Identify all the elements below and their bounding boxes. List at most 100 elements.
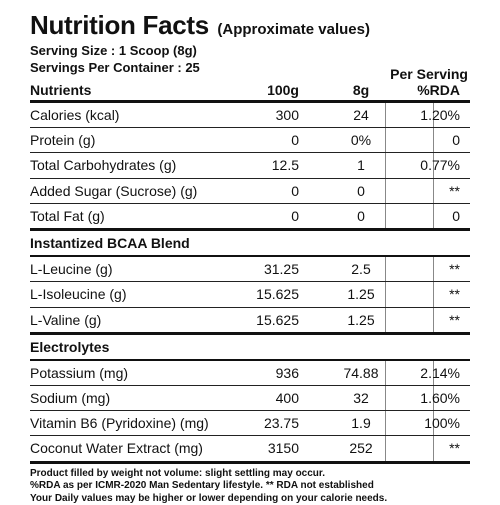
nutrient-name: Total Carbohydrates (g) xyxy=(30,157,177,174)
footnote-line: Your Daily values may be higher or lower… xyxy=(30,492,388,504)
footnote-line: %RDA as per ICMR-2020 Man Sedentary life… xyxy=(30,480,374,492)
column-divider xyxy=(433,103,434,128)
value-100g: 12.5 xyxy=(271,157,299,174)
table-row: Added Sugar (Sucrose) (g) 0 0 ** xyxy=(30,178,470,204)
footnote-line: Product filled by weight not volume: sli… xyxy=(30,467,326,479)
column-divider xyxy=(433,178,434,203)
value-8g: 32 xyxy=(353,390,369,407)
value-8g: 24 xyxy=(353,107,369,123)
value-100g: 0 xyxy=(291,132,299,149)
column-divider xyxy=(433,128,434,153)
value-100g: 3150 xyxy=(267,440,299,457)
column-header-per-serving: Per Serving xyxy=(390,66,468,82)
bcaa-rows: Instantized BCAA Blend L-Leucine (g) 31.25… xyxy=(30,231,470,335)
value-100g: 0 xyxy=(291,207,299,224)
value-rda: ** xyxy=(449,182,460,199)
electrolyte-rows: Electrolytes Potassium (mg) 936 74.88 2.14% S… xyxy=(30,335,470,464)
value-8g: 74.88 xyxy=(343,364,379,381)
nutrient-name: Added Sugar (Sucrose) (g) xyxy=(30,182,198,199)
column-divider xyxy=(385,307,386,332)
column-header-rda: %RDA xyxy=(417,82,460,98)
section-heading-row: Instantized BCAA Blend xyxy=(30,231,470,258)
column-divider xyxy=(385,282,386,307)
table-row: L-Leucine (g) 31.25 2.5 ** xyxy=(30,257,470,283)
value-8g: 252 xyxy=(349,440,373,457)
value-100g: 0 xyxy=(291,182,299,199)
table-row: Potassium (mg) 936 74.88 2.14% xyxy=(30,360,470,387)
nutrient-name: L-Leucine (g) xyxy=(30,261,113,278)
value-8g: 1.25 xyxy=(347,311,375,328)
nutrient-name: L-Valine (g) xyxy=(30,311,102,328)
section-heading: Instantized BCAA Blend xyxy=(30,234,190,251)
value-8g: 0% xyxy=(350,132,372,149)
value-rda: 2.14% xyxy=(420,364,460,381)
value-rda: 0 xyxy=(452,132,460,149)
column-header-nutrients: Nutrients xyxy=(30,82,92,98)
value-100g: 15.625 xyxy=(256,286,299,303)
nutrient-name: Total Fat (g) xyxy=(30,207,105,224)
column-divider xyxy=(433,203,434,228)
section-heading-row: Electrolytes xyxy=(30,335,470,361)
nutrient-name: Protein (g) xyxy=(30,132,96,149)
table-row: L-Valine (g) 15.625 1.25 ** xyxy=(30,307,470,335)
value-rda: ** xyxy=(449,440,460,457)
column-divider xyxy=(433,436,434,461)
table-row: Vitamin B6 (Pyridoxine) (mg) 23.75 1.9 100% xyxy=(30,411,470,437)
value-100g: 300 xyxy=(275,107,299,123)
nutrient-name: Coconut Water Extract (mg) xyxy=(30,440,203,457)
column-divider xyxy=(385,386,386,411)
value-rda: 1.60% xyxy=(420,390,460,407)
column-divider xyxy=(385,153,386,178)
value-rda: 0.77% xyxy=(420,157,460,174)
column-divider xyxy=(433,257,434,282)
value-100g: 15.625 xyxy=(256,311,299,328)
column-divider xyxy=(385,203,386,228)
servings-per-container: Servings Per Container : 25 xyxy=(30,60,200,75)
value-8g: 0 xyxy=(357,182,365,199)
column-divider xyxy=(385,436,386,461)
table-row: L-Isoleucine (g) 15.625 1.25 ** xyxy=(30,282,470,308)
value-rda: 0 xyxy=(452,207,460,224)
serving-size: Serving Size : 1 Scoop (8g) xyxy=(30,43,197,58)
value-rda: 1.20% xyxy=(420,107,460,123)
table-row: Total Fat (g) 0 0 0 xyxy=(30,203,470,231)
column-header-100g: 100g xyxy=(267,82,299,98)
column-divider xyxy=(433,411,434,436)
column-divider xyxy=(433,360,434,386)
column-divider xyxy=(385,257,386,282)
value-8g: 1.9 xyxy=(351,415,371,432)
label-title: Nutrition Facts xyxy=(30,10,209,40)
column-divider xyxy=(433,153,434,178)
table-row: Calories (kcal) 300 24 1.20% xyxy=(30,103,470,129)
nutrient-name: Vitamin B6 (Pyridoxine) (mg) xyxy=(30,415,209,432)
column-divider xyxy=(385,178,386,203)
value-8g: 1 xyxy=(357,157,365,174)
nutrient-rows: Calories (kcal) 300 24 1.20% Protein (g) 0 0% 0… xyxy=(30,103,470,231)
column-divider xyxy=(433,282,434,307)
section-heading: Electrolytes xyxy=(30,338,110,355)
column-divider xyxy=(433,386,434,411)
table-row: Coconut Water Extract (mg) 3150 252 ** xyxy=(30,436,470,464)
value-100g: 23.75 xyxy=(263,415,299,432)
column-header-8g: 8g xyxy=(352,82,370,98)
title-line: Nutrition Facts (Approximate values) xyxy=(30,10,470,42)
table-row: Protein (g) 0 0% 0 xyxy=(30,128,470,154)
value-8g: 2.5 xyxy=(351,261,371,278)
column-header-row: Nutrients 100g 8g Per Serving %RDA xyxy=(30,66,470,103)
label-subtitle: (Approximate values) xyxy=(217,21,370,38)
nutrient-name: Potassium (mg) xyxy=(30,364,129,381)
nutrient-name: Sodium (mg) xyxy=(30,390,111,407)
value-rda: ** xyxy=(449,286,460,303)
nutrition-facts-label: Nutrition Facts (Approximate values) Ser… xyxy=(30,10,470,505)
column-divider xyxy=(385,103,386,128)
table-row: Total Carbohydrates (g) 12.5 1 0.77% xyxy=(30,153,470,179)
value-100g: 400 xyxy=(275,390,299,407)
table-row: Sodium (mg) 400 32 1.60% xyxy=(30,386,470,412)
column-divider xyxy=(433,307,434,332)
column-divider xyxy=(385,411,386,436)
footnotes: Product filled by weight not volume: sli… xyxy=(30,468,470,505)
value-8g: 1.25 xyxy=(347,286,375,303)
value-100g: 936 xyxy=(275,364,299,381)
value-100g: 31.25 xyxy=(263,261,299,278)
column-divider xyxy=(385,360,386,386)
